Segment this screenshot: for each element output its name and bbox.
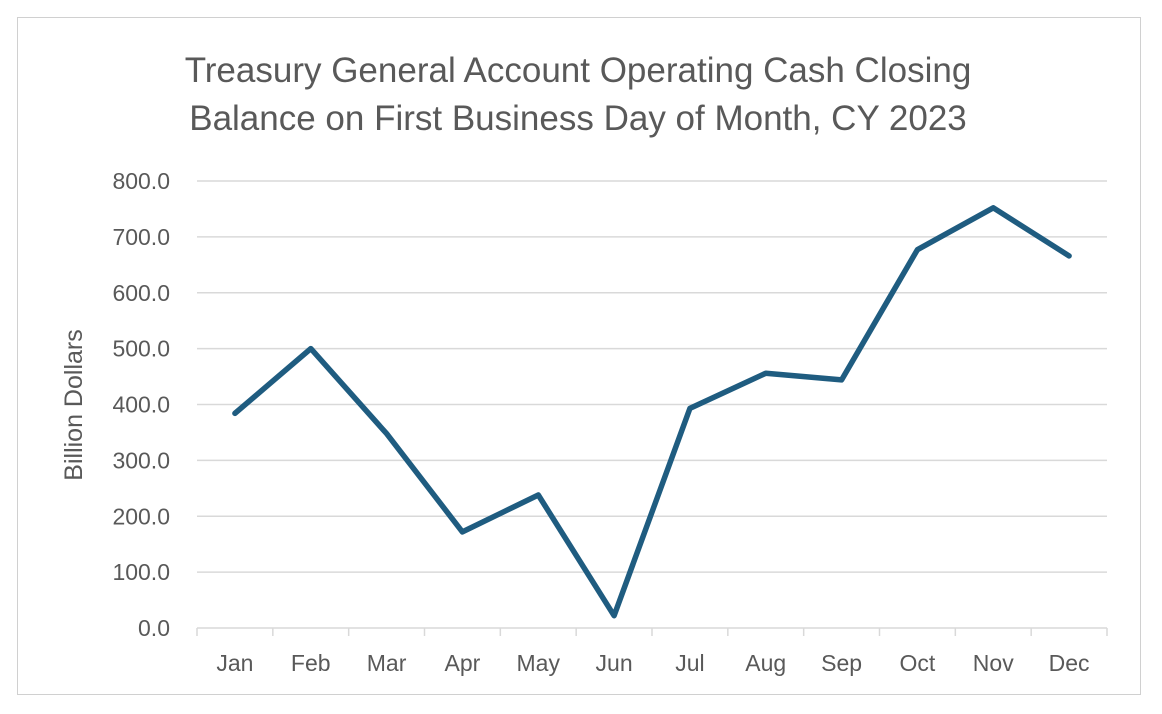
chart-title-line-1: Treasury General Account Operating Cash …	[185, 51, 972, 90]
x-tick-labels: Jan Feb Mar Apr May Jun Jul Aug Sep Oct Nov Dec	[216, 650, 1089, 676]
y-axis-label: Billion Dollars	[60, 329, 88, 480]
chart-title-line-2: Balance on First Business Day of Month, …	[189, 99, 967, 138]
x-tick-label: Feb	[291, 650, 331, 676]
y-tick-labels: 0.0 100.0 200.0 300.0 400.0 500.0 600.0 700.0 80…	[112, 168, 170, 641]
x-tick-label: Sep	[821, 650, 862, 676]
x-tick-label: Apr	[445, 650, 481, 676]
y-tick-label: 200.0	[112, 503, 170, 529]
y-tick-label: 600.0	[112, 280, 170, 306]
x-tick-label: Dec	[1049, 650, 1090, 676]
x-tick-label: Aug	[745, 650, 786, 676]
x-tick-label: Jan	[216, 650, 253, 676]
y-tick-label: 0.0	[138, 615, 170, 641]
y-tick-label: 100.0	[112, 559, 170, 585]
gridlines	[196, 180, 1108, 636]
x-tick-label: Jul	[675, 650, 704, 676]
series-line	[232, 205, 1072, 619]
x-tick-label: Jun	[596, 650, 633, 676]
x-tick-label: Nov	[973, 650, 1014, 676]
y-tick-label: 300.0	[112, 447, 170, 473]
y-tick-label: 800.0	[112, 168, 170, 194]
x-tick-label: Oct	[900, 650, 936, 676]
y-tick-label: 400.0	[112, 392, 170, 418]
series-layer	[232, 205, 1072, 619]
chart-frame	[17, 17, 1141, 695]
y-tick-label: 700.0	[112, 224, 170, 250]
x-tick-label: Mar	[367, 650, 407, 676]
x-tick-label: May	[517, 650, 561, 676]
y-tick-label: 500.0	[112, 336, 170, 362]
